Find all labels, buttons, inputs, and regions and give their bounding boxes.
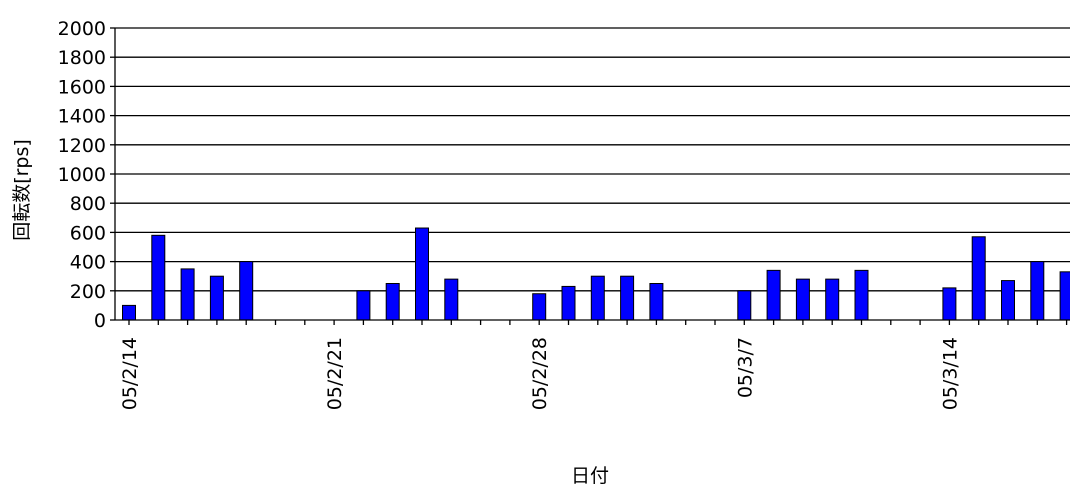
y-axis-title: 回転数[rps] (11, 139, 33, 241)
y-tick-label: 1200 (58, 135, 106, 157)
bar (796, 279, 809, 320)
bar (240, 262, 253, 320)
x-tick-label: 05/2/28 (529, 337, 551, 410)
bar (767, 270, 780, 320)
bar (386, 284, 399, 321)
bar (1031, 262, 1044, 320)
bar (591, 276, 604, 320)
tick-labels: 0 200 400 600 800 1000 1200 1400 1600 1800 2000 05/… (58, 18, 962, 410)
bar (123, 305, 136, 320)
bar (1060, 272, 1070, 320)
x-tick-label: 05/3/14 (939, 337, 961, 410)
grid (115, 28, 1070, 291)
x-tick-label: 05/2/21 (324, 337, 346, 410)
bar (650, 284, 663, 321)
bar (357, 291, 370, 320)
x-tick-label: 05/2/14 (119, 337, 141, 410)
y-tick-label: 200 (70, 281, 106, 303)
bar (416, 228, 429, 320)
bar (210, 276, 223, 320)
y-tick-label: 0 (94, 310, 106, 332)
bar (445, 279, 458, 320)
bar (826, 279, 839, 320)
x-tick-label: 05/3/7 (734, 337, 756, 398)
bar (181, 269, 194, 320)
y-tick-label: 1600 (58, 76, 106, 98)
y-tick-label: 2000 (58, 18, 106, 40)
bar (152, 235, 165, 320)
y-tick-label: 400 (70, 252, 106, 274)
bar (972, 237, 985, 320)
bar (621, 276, 634, 320)
bar (533, 294, 546, 320)
bar (738, 291, 751, 320)
y-tick-label: 800 (70, 193, 106, 215)
y-tick-label: 1400 (58, 106, 106, 128)
axes (110, 28, 1070, 325)
bars (123, 228, 1070, 320)
bar (562, 286, 575, 320)
y-tick-label: 1000 (58, 164, 106, 186)
y-tick-label: 1800 (58, 47, 106, 69)
bar (943, 288, 956, 320)
bar (1002, 281, 1015, 320)
y-tick-label: 600 (70, 222, 106, 244)
x-axis-title: 日付 (571, 465, 609, 487)
bar (855, 270, 868, 320)
